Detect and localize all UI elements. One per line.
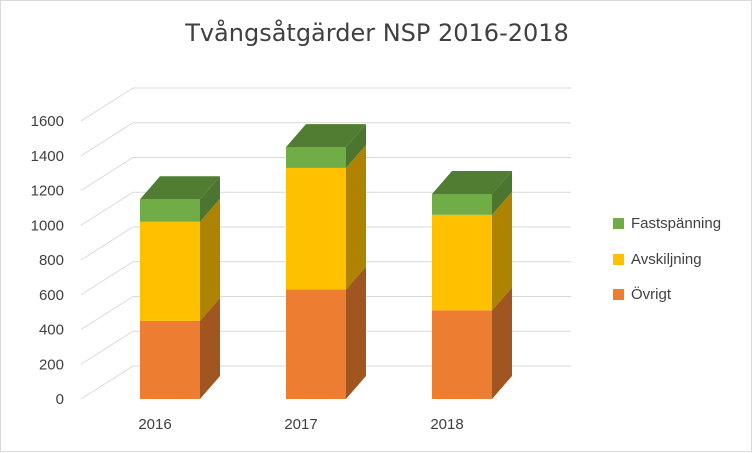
legend-swatch-avskiljning xyxy=(613,253,624,265)
y-tick-label-600: 600 xyxy=(39,287,64,304)
gridline-400 xyxy=(80,296,571,330)
bar-side-2018-övrigt xyxy=(492,287,512,399)
legend-label-fastspanning: Fastspänning xyxy=(631,215,722,233)
gridline-1200 xyxy=(80,157,571,191)
y-tick-label-800: 800 xyxy=(39,252,64,269)
x-tick-label-2016: 2016 xyxy=(138,416,171,433)
bar-front-2018-avskiljning xyxy=(432,214,492,311)
gridline-600 xyxy=(80,261,571,296)
legend-swatch-ovrigt xyxy=(613,289,624,301)
bar-side-2017-avskiljning xyxy=(346,144,366,290)
y-tick-label-1000: 1000 xyxy=(31,217,64,234)
bar-front-2018-övrigt xyxy=(432,310,492,399)
y-tick-label-1200: 1200 xyxy=(31,183,64,200)
gridline-1400 xyxy=(80,122,571,157)
bar-front-2017-övrigt xyxy=(286,289,346,399)
legend-label-ovrigt: Övrigt xyxy=(631,286,672,304)
gridline-800 xyxy=(80,226,571,261)
gridline-0 xyxy=(80,365,571,400)
legend: Fastspänning Avskiljning Övrigt xyxy=(613,206,721,313)
legend-swatch-fastspanning xyxy=(613,218,624,230)
bar-front-2016-avskiljning xyxy=(140,221,200,321)
bar-front-2016-övrigt xyxy=(140,320,200,399)
gridline-1600 xyxy=(80,87,571,122)
bar-front-2017-avskiljning xyxy=(286,167,346,290)
bar-side-2018-avskiljning xyxy=(492,191,512,311)
legend-item-avskiljning: Avskiljning xyxy=(613,242,721,278)
x-tick-label-2017: 2017 xyxy=(284,416,317,433)
bar-front-2016-fastspänning xyxy=(140,199,200,222)
bar-front-2017-fastspänning xyxy=(286,147,346,168)
legend-label-avskiljning: Avskiljning xyxy=(631,250,702,268)
y-tick-label-0: 0 xyxy=(56,391,64,408)
bar-side-2016-fastspänning xyxy=(200,176,220,222)
y-tick-label-200: 200 xyxy=(39,356,64,373)
x-tick-label-2018: 2018 xyxy=(430,416,463,433)
bar-side-2016-övrigt xyxy=(200,297,220,399)
y-tick-label-1400: 1400 xyxy=(31,148,64,165)
bar-top-2018-fastspänning xyxy=(432,170,512,194)
legend-item-ovrigt: Övrigt xyxy=(613,277,721,313)
y-tick-label-1600: 1600 xyxy=(31,113,64,130)
chart-title: Tvångsåtgärder NSP 2016-2018 xyxy=(185,19,569,47)
legend-item-fastspanning: Fastspänning xyxy=(613,206,721,242)
bar-front-2018-fastspänning xyxy=(432,193,492,215)
gridline-200 xyxy=(80,330,571,365)
y-tick-label-400: 400 xyxy=(39,322,64,339)
bar-side-2018-fastspänning xyxy=(492,170,512,215)
bar-side-2017-övrigt xyxy=(346,266,366,399)
bar-side-2016-avskiljning xyxy=(200,198,220,321)
bar-top-2016-fastspänning xyxy=(140,176,220,200)
gridline-1000 xyxy=(80,191,571,226)
bar-top-2017-fastspänning xyxy=(286,124,366,148)
bar-side-2017-fastspänning xyxy=(346,124,366,168)
